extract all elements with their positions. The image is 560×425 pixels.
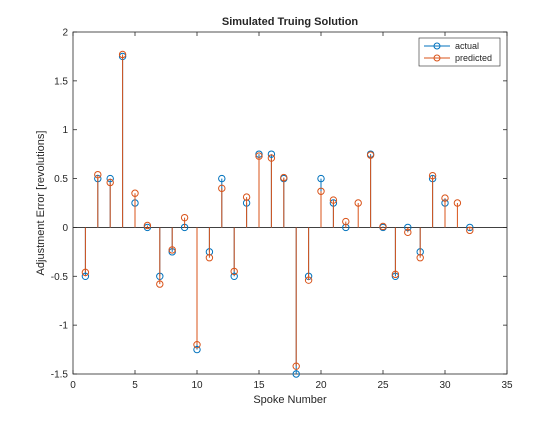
plot-area: 0 5 10 15 20 25 30 35 -1.5 -1 -0.5 0 0.5 1 1.5 2	[51, 28, 513, 392]
predicted-marker	[441, 194, 449, 202]
predicted-marker	[292, 362, 300, 370]
legend-marker-predicted	[433, 54, 441, 62]
predicted-marker	[280, 173, 288, 182]
y-tick-label: -0.5	[51, 272, 69, 283]
y-tick-label: 1.5	[54, 76, 68, 87]
x-tick-label: 25	[377, 380, 389, 391]
predicted-marker	[118, 50, 127, 59]
predicted-marker	[143, 221, 152, 230]
y-tick-label: -1	[59, 321, 68, 332]
actual-marker	[267, 150, 276, 158]
axes-box	[72, 31, 508, 375]
predicted-marker	[168, 246, 176, 254]
predicted-marker	[180, 213, 189, 222]
actual-marker	[466, 223, 474, 232]
y-tick-label: 0.5	[54, 174, 68, 185]
legend-marker-actual	[433, 42, 441, 50]
predicted-marker	[453, 199, 462, 207]
predicted-marker	[81, 268, 90, 277]
predicted-marker	[106, 178, 114, 187]
x-axis-label: Spoke Number	[253, 394, 327, 406]
predicted-marker	[404, 228, 412, 237]
predicted-marker	[354, 199, 362, 207]
predicted-marker	[317, 187, 325, 195]
x-tick-label: 15	[253, 380, 265, 391]
y-tick-label: 1	[62, 125, 68, 136]
x-tick-label: 5	[132, 380, 138, 391]
predicted-marker	[94, 170, 102, 179]
predicted-marker	[342, 217, 350, 226]
actual-marker	[81, 272, 90, 280]
predicted-marker	[329, 196, 338, 204]
y-tick-label: 2	[62, 28, 68, 39]
predicted-marker	[304, 276, 313, 284]
chart-title: Simulated Truing Solution	[222, 16, 359, 28]
predicted-marker	[131, 189, 139, 197]
actual-marker	[292, 370, 300, 378]
predicted-marker	[416, 254, 424, 262]
x-tick-label: 35	[501, 380, 513, 391]
predicted-marker	[193, 340, 201, 349]
y-axis-label: Adjustment Error [revolutions]	[35, 131, 47, 276]
predicted-marker	[267, 154, 276, 162]
actual-marker	[218, 174, 226, 183]
predicted-marker	[366, 151, 375, 159]
predicted-marker	[466, 226, 474, 235]
x-tick-label: 30	[439, 380, 451, 391]
legend-label-predicted: predicted	[455, 53, 492, 63]
actual-marker	[317, 174, 325, 183]
legend-box	[418, 37, 501, 67]
y-tick-label: -1.5	[51, 370, 69, 381]
x-tick-label: 20	[315, 380, 327, 391]
x-tick-label: 0	[70, 380, 76, 391]
predicted-marker	[218, 184, 226, 193]
predicted-marker	[205, 254, 214, 262]
legend: actual predicted	[418, 37, 501, 67]
actual-marker	[193, 345, 201, 354]
predicted-marker	[255, 152, 263, 160]
actual-marker	[143, 223, 152, 232]
actual-marker	[106, 174, 114, 183]
legend-label-actual: actual	[455, 41, 479, 51]
predicted-marker	[156, 280, 164, 288]
actual-marker	[230, 272, 238, 280]
predicted-marker	[391, 270, 400, 279]
predicted-marker	[379, 222, 387, 231]
x-tick-label: 10	[191, 380, 203, 391]
predicted-marker	[428, 171, 437, 180]
y-tick-label: 0	[62, 223, 68, 234]
predicted-marker	[242, 193, 251, 201]
predicted-marker	[230, 267, 238, 276]
